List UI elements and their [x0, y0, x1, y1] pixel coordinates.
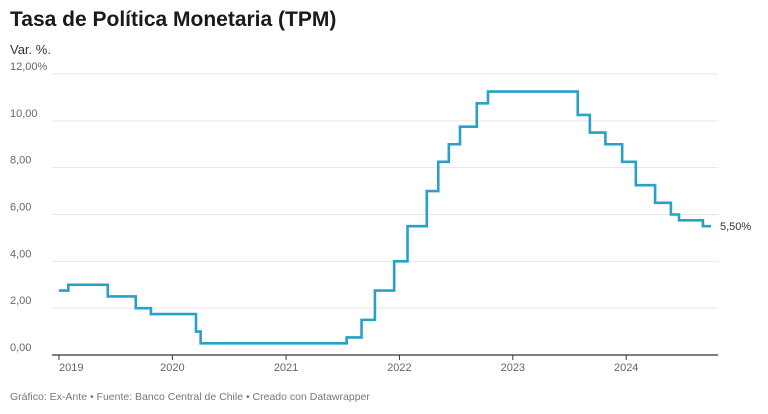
y-axis-unit-label: Var. %. — [10, 42, 51, 57]
y-tick-label: 8,00 — [10, 155, 31, 167]
y-tick-label: 4,00 — [10, 248, 31, 260]
x-tick-label: 2022 — [387, 362, 411, 374]
y-tick-label: 12,00% — [10, 61, 48, 73]
last-value-label: 5,50% — [720, 221, 751, 233]
y-tick-label: 10,00 — [10, 108, 38, 120]
gridlines — [52, 73, 718, 309]
x-tick-label: 2020 — [160, 362, 184, 374]
chart-footer-credits: Gráfico: Ex-Ante • Fuente: Banco Central… — [10, 391, 370, 403]
x-tick-label: 2019 — [59, 362, 83, 374]
y-tick-label: 2,00 — [10, 295, 31, 307]
y-tick-label: 0,00 — [10, 342, 31, 354]
x-axis-ticks: 2019 2020 2021 2022 2023 2024 — [58, 355, 638, 374]
x-tick-label: 2021 — [274, 362, 298, 374]
chart-title: Tasa de Política Monetaria (TPM) — [10, 8, 337, 31]
y-tick-label: 6,00 — [10, 202, 31, 214]
tpm-series-line — [59, 90, 711, 345]
x-tick-label: 2024 — [614, 362, 638, 374]
x-tick-label: 2023 — [501, 362, 525, 374]
y-axis-ticks: 0,00 2,00 4,00 6,00 8,00 10,00 12,00% — [10, 61, 48, 354]
